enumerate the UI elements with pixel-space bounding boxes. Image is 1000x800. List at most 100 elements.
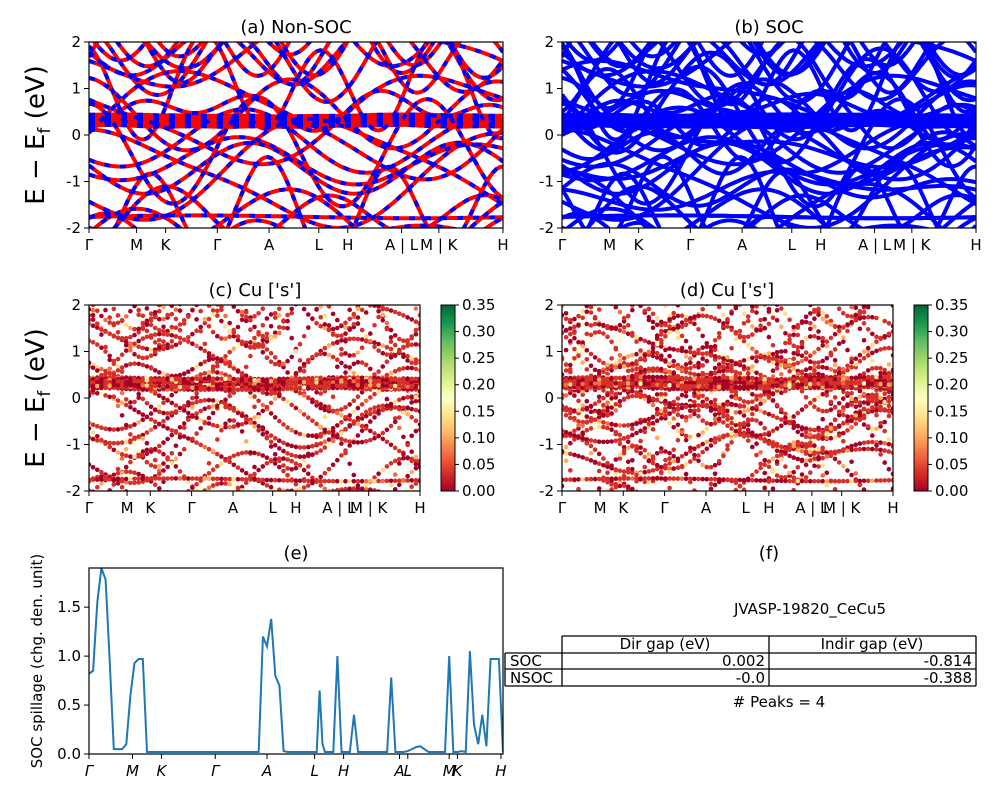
projected-point [177, 469, 183, 474]
projected-point [161, 400, 166, 406]
projected-point [123, 464, 129, 470]
projected-point [405, 384, 410, 390]
projected-point [812, 316, 817, 322]
projected-point [770, 312, 776, 317]
projected-point [638, 369, 643, 375]
projected-point [243, 450, 249, 455]
projected-point [409, 484, 415, 490]
projected-point [754, 469, 759, 474]
projected-point [314, 380, 319, 385]
projected-point [140, 412, 146, 417]
projected-point [210, 353, 216, 359]
projected-point [675, 323, 681, 328]
projected-point [392, 377, 398, 383]
ytick-label: 2 [71, 33, 81, 51]
projected-point [343, 478, 348, 484]
projected-point [704, 341, 710, 346]
projected-point [235, 387, 241, 393]
projected-point [397, 425, 402, 431]
projected-point [820, 473, 825, 478]
projected-point [803, 458, 809, 463]
projected-point [601, 369, 606, 375]
projected-point [783, 450, 788, 455]
projected-point [758, 450, 763, 455]
projected-point [297, 385, 303, 391]
projected-point [700, 333, 705, 339]
projected-point [675, 396, 681, 401]
projected-point [355, 321, 361, 327]
projected-point [808, 427, 813, 432]
projected-point [335, 487, 340, 491]
projected-point [227, 363, 232, 369]
projected-point [318, 401, 324, 407]
projected-point [654, 466, 660, 472]
projected-point [210, 376, 216, 382]
projected-point [326, 430, 332, 435]
projected-point [210, 467, 216, 473]
projected-point [799, 427, 805, 432]
projected-point [754, 404, 759, 409]
projected-point [572, 316, 577, 322]
projected-point [609, 421, 614, 427]
projected-point [235, 485, 241, 491]
projected-point [692, 391, 697, 396]
projected-point [376, 348, 381, 353]
projected-point [650, 311, 656, 317]
projected-point [190, 341, 195, 347]
projected-point [812, 397, 817, 403]
projected-point [103, 441, 108, 447]
projected-point [232, 493, 237, 498]
projected-point [737, 334, 743, 340]
projected-point [621, 451, 627, 456]
projected-point [580, 392, 585, 398]
projected-point [235, 343, 241, 349]
projected-point [783, 415, 788, 421]
projected-point [111, 333, 117, 339]
projected-point [144, 334, 150, 340]
projected-point [766, 389, 772, 395]
projected-point [384, 478, 390, 484]
projected-point [808, 359, 813, 365]
projected-point [750, 432, 755, 437]
projected-point [256, 378, 261, 383]
projected-point [376, 305, 381, 309]
projected-point [301, 380, 307, 385]
projected-point [762, 398, 767, 404]
projected-point [642, 308, 648, 314]
projected-point [384, 403, 390, 409]
projected-point [882, 318, 887, 324]
projected-point [845, 328, 850, 334]
projected-point [144, 476, 150, 481]
projected-point [729, 401, 734, 407]
projected-point [779, 456, 784, 462]
projected-point [161, 418, 166, 424]
projected-point [99, 469, 104, 475]
projected-point [588, 458, 594, 463]
projected-point [625, 354, 631, 359]
projected-point [634, 351, 639, 357]
projected-point [712, 482, 718, 488]
projected-point [816, 371, 821, 377]
projected-point [293, 348, 299, 354]
projected-point [264, 339, 270, 344]
band-line [562, 42, 976, 114]
projected-point [865, 424, 871, 429]
projected-point [190, 414, 195, 419]
projected-point [219, 358, 224, 364]
projected-point [330, 394, 336, 400]
projected-point [326, 466, 332, 472]
projected-point [409, 469, 415, 475]
projected-point [314, 403, 319, 408]
ytick-label: -2 [66, 219, 81, 237]
projected-point [277, 464, 282, 470]
projected-point [663, 347, 668, 353]
projected-point [372, 435, 377, 441]
projected-point [359, 428, 365, 434]
projected-point [816, 335, 821, 341]
projected-point [609, 356, 614, 361]
band-line [89, 213, 503, 221]
projected-point [824, 431, 830, 436]
projected-point [766, 459, 772, 464]
xtick-label: Γ [85, 499, 94, 517]
projected-point [758, 435, 763, 441]
